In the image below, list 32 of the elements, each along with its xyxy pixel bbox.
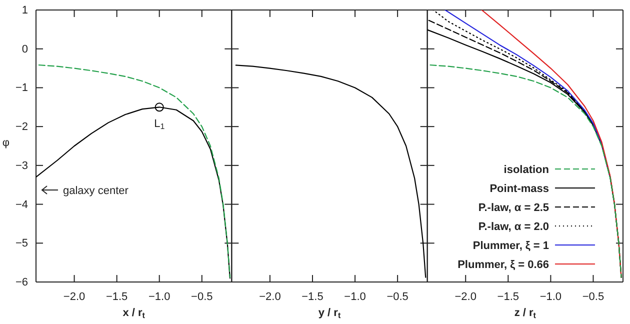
- legend-label: P.-law, α = 2.5: [478, 202, 549, 214]
- x-tick-label: −0.5: [386, 290, 408, 303]
- y-axis-title: φ: [2, 137, 10, 149]
- annotation: L$_{1}$: [154, 118, 166, 132]
- x-tick-label: −2.0: [63, 290, 86, 303]
- x-axis-title: z / r$_{t}$: [514, 307, 536, 320]
- y-tick-label: −2: [15, 121, 28, 134]
- y-tick-label: −3: [15, 160, 28, 172]
- x-axis-title: x / r$_{t}$: [122, 307, 146, 320]
- legend-label: P.-law, α = 2.0: [478, 221, 549, 233]
- x-tick-label: −2.0: [454, 290, 476, 303]
- annotation: galaxy center: [63, 185, 129, 197]
- x-tick-label: −1.0: [344, 290, 366, 303]
- x-tick-label: −1.5: [497, 290, 520, 303]
- y-tick-label: 1: [22, 4, 28, 17]
- x-tick-label: −0.5: [191, 290, 213, 303]
- y-tick-label: −1: [15, 82, 28, 94]
- y-tick-label: 0: [22, 43, 28, 56]
- y-tick-label: −4: [15, 198, 28, 211]
- x-tick-label: −0.5: [582, 290, 604, 303]
- x-tick-label: −1.5: [302, 290, 324, 303]
- x-tick-label: −1.5: [106, 290, 128, 303]
- x-axis-title: y / r$_{t}$: [318, 307, 341, 320]
- legend-label: Plummer, ξ = 1: [472, 240, 549, 252]
- legend-label: Plummer, ξ = 0.66: [458, 259, 549, 271]
- y-tick-label: −5: [15, 238, 28, 250]
- x-tick-label: −1.0: [148, 290, 170, 303]
- legend-label: isolation: [504, 164, 550, 176]
- legend-label: Point-mass: [490, 183, 549, 195]
- x-tick-label: −2.0: [259, 290, 281, 303]
- y-tick-label: −6: [15, 276, 28, 289]
- x-tick-label: −1.0: [540, 290, 562, 303]
